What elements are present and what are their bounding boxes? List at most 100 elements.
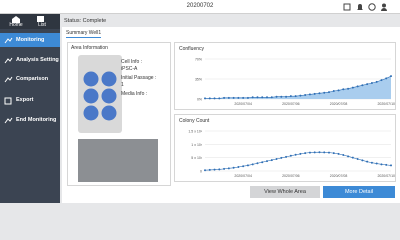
- x-tick-label: 2020/07/06: [282, 174, 300, 178]
- point: [285, 155, 288, 158]
- more-detail-button[interactable]: More Detail: [323, 186, 395, 198]
- point: [337, 89, 340, 92]
- x-tick-label: 2020/07/08: [330, 102, 348, 106]
- point: [218, 97, 221, 100]
- point: [204, 97, 206, 100]
- home-button[interactable]: Home: [9, 22, 23, 28]
- point: [380, 163, 383, 166]
- point: [356, 158, 359, 160]
- point: [204, 169, 206, 172]
- point: [223, 167, 226, 170]
- point: [232, 166, 235, 169]
- tab[interactable]: Summary Well1: [66, 30, 102, 38]
- menu-item[interactable]: Monitoring: [0, 33, 60, 47]
- line: [204, 151, 392, 171]
- y-tick-label: 0%: [197, 98, 202, 102]
- passage: 1: [121, 82, 124, 88]
- chart: Colony Count 0 5 x 10² 1 x 10³ 1.5 x 10³ 2020…: [174, 114, 396, 182]
- point: [275, 158, 278, 160]
- point: [318, 92, 321, 95]
- x-tick-label: 2020/07/06: [282, 102, 300, 106]
- point: [342, 154, 345, 156]
- cell-info: iPSC-A: [121, 66, 138, 72]
- point: [289, 95, 292, 98]
- point: [328, 91, 330, 94]
- point: [242, 96, 245, 99]
- point: [280, 95, 283, 98]
- point: [366, 83, 369, 86]
- point: [380, 79, 383, 82]
- top-icons: [343, 3, 387, 11]
- point: [218, 168, 221, 171]
- download-icon[interactable]: [343, 3, 351, 11]
- top-bar: 20200702: [0, 0, 400, 14]
- bell-icon[interactable]: [357, 4, 363, 10]
- menu-icons: [4, 37, 13, 124]
- well-plate: [78, 55, 122, 133]
- point: [356, 85, 359, 88]
- point: [242, 165, 245, 168]
- point: [232, 96, 235, 99]
- chart-title: Confluency: [179, 46, 205, 52]
- menu-item[interactable]: Analysis Setting: [16, 57, 59, 63]
- media-label: Media Info :: [121, 91, 148, 97]
- point: [213, 97, 216, 100]
- point: [370, 161, 373, 164]
- point: [213, 168, 216, 171]
- x-tick-label: 2020/07/10: [377, 174, 395, 178]
- point: [266, 96, 268, 99]
- microscope-image: [78, 139, 158, 182]
- y-tick-label: 35%: [195, 78, 202, 82]
- point: [390, 164, 392, 167]
- y-tick-label: 70%: [195, 58, 202, 62]
- x-tick-label: 2020/07/10: [377, 102, 395, 106]
- point: [332, 152, 335, 155]
- point: [289, 154, 292, 157]
- point: [347, 87, 350, 90]
- point: [323, 91, 326, 94]
- menu-item[interactable]: End Monitoring: [16, 117, 57, 123]
- point: [294, 153, 297, 156]
- date: 20200702: [186, 3, 214, 9]
- point: [361, 84, 364, 87]
- user-icon[interactable]: [382, 3, 386, 8]
- point: [285, 95, 288, 98]
- point: [308, 151, 311, 154]
- x-tick-label: 2020/07/08: [330, 174, 348, 178]
- x-tick-label: 2020/07/04: [234, 174, 252, 178]
- point: [246, 96, 249, 99]
- point: [337, 152, 340, 155]
- app: {"header":{"date":"20200702"}, "sidebar"…: [0, 0, 400, 203]
- point: [313, 151, 316, 154]
- point: [304, 152, 307, 155]
- point: [280, 156, 283, 159]
- chart: Confluency 0% 35% 70% 2020/07/04 2020/07/06 20…: [174, 42, 396, 110]
- point: [328, 151, 330, 154]
- menu-item[interactable]: Export: [16, 97, 34, 103]
- nav-icons: [12, 16, 44, 23]
- area: [205, 76, 391, 99]
- sidebar: Home List Monitoring Analysis Setting Co…: [0, 14, 60, 203]
- point: [266, 160, 268, 163]
- point: [246, 164, 249, 167]
- point: [270, 159, 273, 162]
- list-button[interactable]: List: [38, 22, 46, 28]
- help-icon[interactable]: [368, 3, 376, 11]
- point: [251, 96, 254, 99]
- point: [390, 75, 392, 78]
- point: [275, 95, 278, 98]
- y-tick-label: 5 x 10²: [191, 156, 203, 160]
- line: [205, 75, 392, 99]
- x-tick-label: 2020/07/04: [234, 102, 252, 106]
- passage-label: Initial Passage :: [121, 75, 157, 81]
- point: [323, 151, 326, 154]
- point: [351, 156, 354, 159]
- point: [251, 163, 254, 166]
- view-whole-area-button[interactable]: View Whole Area: [250, 186, 320, 198]
- cell-info-label: Cell Info :: [121, 59, 143, 65]
- y-tick-label: 0: [200, 170, 202, 174]
- point: [375, 162, 378, 165]
- point: [342, 88, 345, 91]
- menu-item[interactable]: Comparison: [16, 76, 49, 82]
- point: [385, 163, 388, 166]
